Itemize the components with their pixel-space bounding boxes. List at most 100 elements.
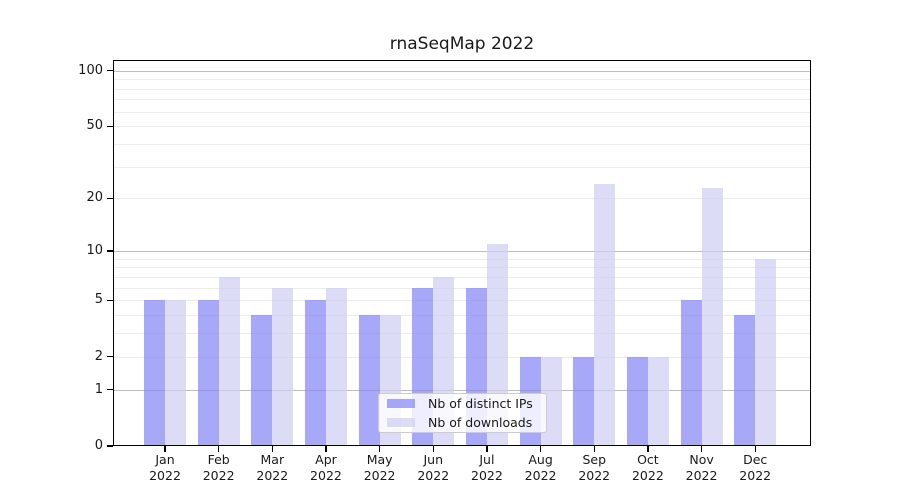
x-tick-label: Jan 2022	[123, 452, 207, 484]
y-tick	[107, 70, 113, 72]
gridline-minor	[113, 276, 811, 278]
bar-distinct-ips	[304, 300, 326, 446]
chart-title: rnaSeqMap 2022	[389, 34, 535, 54]
x-tick	[271, 446, 273, 452]
y-tick	[107, 197, 113, 200]
gridline-minor	[113, 88, 811, 90]
y-tick	[107, 355, 113, 358]
legend: Nb of distinct IPs Nb of downloads	[378, 393, 547, 433]
x-tick	[486, 446, 488, 452]
y-tick-label: 10	[86, 243, 103, 259]
y-tick	[107, 299, 113, 302]
x-tick	[647, 446, 649, 452]
x-tick-month: Sep	[582, 452, 607, 467]
bar-distinct-ips	[358, 315, 380, 446]
x-tick-month: Nov	[689, 452, 714, 467]
gridline-minor	[113, 99, 811, 101]
y-tick	[107, 445, 113, 447]
x-tick-year: 2022	[149, 468, 181, 483]
gridline-minor	[113, 333, 811, 335]
gridline-minor	[113, 111, 811, 113]
y-tick-label: 100	[78, 62, 103, 78]
x-tick-label: Mar 2022	[230, 452, 314, 484]
gridline-minor	[113, 166, 811, 168]
x-tick-label: Dec 2022	[713, 452, 797, 484]
legend-item-distinct-ips: Nb of distinct IPs	[385, 396, 540, 412]
x-tick-year: 2022	[417, 468, 450, 483]
legend-label-downloads: Nb of downloads	[428, 414, 533, 430]
gridline-major	[113, 389, 811, 391]
x-tick	[432, 446, 434, 452]
x-tick-month: Jan	[155, 452, 175, 467]
y-tick-label: 50	[86, 118, 103, 134]
x-tick-label: Apr 2022	[284, 452, 368, 484]
gridline-minor	[113, 287, 811, 289]
x-tick-year: 2022	[685, 468, 718, 483]
y-tick	[107, 388, 113, 391]
x-tick	[164, 446, 166, 452]
y-tick-label: 20	[86, 190, 103, 206]
bar-distinct-ips	[626, 356, 648, 446]
y-tick-label: 2	[94, 348, 103, 364]
x-tick-year: 2022	[471, 468, 503, 483]
x-tick-month: Mar	[260, 452, 285, 467]
x-tick-month: Jun	[423, 452, 444, 467]
gridline-minor	[113, 79, 811, 81]
bar-downloads	[325, 287, 347, 446]
y-tick	[107, 250, 113, 252]
bar-distinct-ips	[144, 300, 165, 446]
x-tick-label: Feb 2022	[177, 452, 261, 484]
gridline-minor	[113, 315, 811, 317]
bar-distinct-ips	[251, 315, 273, 446]
bar-downloads	[647, 356, 669, 446]
gridline-minor	[113, 258, 811, 260]
bar-downloads	[165, 300, 186, 446]
x-tick-label: Jun 2022	[391, 452, 475, 484]
x-tick-month: Dec	[743, 452, 768, 467]
x-tick-label: Sep 2022	[552, 452, 636, 484]
legend-label-distinct-ips: Nb of distinct IPs	[428, 396, 533, 412]
x-tick-year: 2022	[202, 468, 235, 483]
x-tick-month: May	[366, 452, 393, 467]
gridline-minor	[113, 267, 811, 269]
gridline-minor	[113, 144, 811, 146]
bar-downloads	[701, 187, 723, 446]
x-tick	[593, 446, 595, 452]
x-tick-label: Aug 2022	[499, 452, 583, 484]
bar-distinct-ips	[680, 300, 702, 446]
x-tick-year: 2022	[524, 468, 557, 483]
legend-item-downloads: Nb of downloads	[385, 415, 540, 431]
gridline-minor	[113, 300, 811, 302]
x-tick-month: Jul	[479, 452, 495, 467]
x-tick-year: 2022	[631, 468, 664, 483]
gridline-minor	[113, 198, 811, 200]
bar-distinct-ips	[734, 315, 756, 446]
x-tick	[539, 446, 542, 452]
x-tick-label: Jul 2022	[445, 452, 529, 484]
x-tick	[700, 446, 703, 452]
bar-downloads	[218, 276, 240, 446]
x-tick	[754, 446, 756, 452]
gridline-major	[113, 70, 811, 72]
x-tick-year: 2022	[739, 468, 772, 483]
y-tick-label: 5	[94, 292, 103, 308]
bar-downloads	[594, 184, 616, 446]
x-tick-label: Nov 2022	[660, 452, 744, 484]
y-tick-label: 1	[94, 381, 103, 397]
x-tick-month: Aug	[528, 452, 553, 467]
x-tick	[325, 446, 327, 452]
x-tick-month: Feb	[207, 452, 230, 467]
x-tick-year: 2022	[310, 468, 342, 483]
plot-area: 0 1 2 5 10 20 50 100 Jan 2022 Feb 2022 Mar 2022 Apr 202…	[78, 60, 811, 483]
x-tick	[217, 446, 220, 452]
x-tick	[378, 446, 381, 452]
bar-downloads	[272, 287, 294, 446]
gridline-minor	[113, 356, 811, 358]
x-tick-month: Apr	[315, 452, 337, 467]
x-tick-year: 2022	[363, 468, 396, 483]
legend-swatch-downloads	[387, 417, 415, 427]
y-tick-label: 0	[94, 438, 103, 453]
bar-downloads	[755, 258, 777, 446]
x-tick-month: Oct	[637, 452, 659, 467]
